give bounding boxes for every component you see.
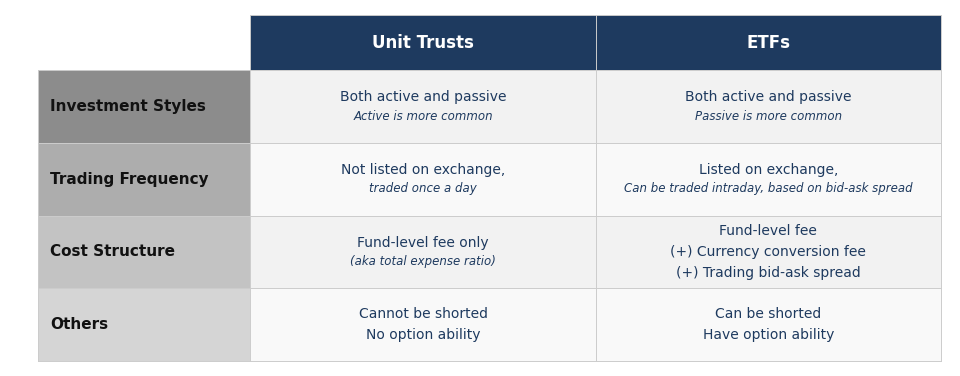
Bar <box>38 288 251 361</box>
Text: Trading Frequency: Trading Frequency <box>50 172 208 187</box>
Text: Others: Others <box>50 317 108 332</box>
Text: Listed on exchange,: Listed on exchange, <box>699 163 838 177</box>
Text: Both active and passive: Both active and passive <box>340 90 506 104</box>
Text: Can be shorted
Have option ability: Can be shorted Have option ability <box>703 307 834 342</box>
Bar <box>38 216 251 288</box>
Bar <box>38 143 251 216</box>
Text: ETFs: ETFs <box>746 34 790 52</box>
Text: Not listed on exchange,: Not listed on exchange, <box>341 163 505 177</box>
Text: Passive is more common: Passive is more common <box>695 110 842 123</box>
Text: Active is more common: Active is more common <box>353 110 492 123</box>
Text: Cannot be shorted
No option ability: Cannot be shorted No option ability <box>358 307 488 342</box>
Bar <box>251 143 595 216</box>
Text: Cost Structure: Cost Structure <box>50 244 175 259</box>
Text: Unit Trusts: Unit Trusts <box>372 34 474 52</box>
Text: Fund-level fee only: Fund-level fee only <box>357 236 489 250</box>
Bar <box>595 70 941 143</box>
Bar <box>251 288 595 361</box>
Text: Both active and passive: Both active and passive <box>685 90 852 104</box>
Text: Can be traded intraday, based on bid-ask spread: Can be traded intraday, based on bid-ask… <box>624 182 913 195</box>
Text: (aka total expense ratio): (aka total expense ratio) <box>350 255 496 268</box>
Bar <box>38 70 251 143</box>
Bar <box>595 216 941 288</box>
Bar <box>595 288 941 361</box>
Bar <box>251 216 595 288</box>
Bar <box>251 15 941 70</box>
Text: traded once a day: traded once a day <box>370 182 477 195</box>
Bar <box>251 70 595 143</box>
Text: Investment Styles: Investment Styles <box>50 99 205 114</box>
Text: Fund-level fee
(+) Currency conversion fee
(+) Trading bid-ask spread: Fund-level fee (+) Currency conversion f… <box>670 224 866 280</box>
Bar <box>595 143 941 216</box>
